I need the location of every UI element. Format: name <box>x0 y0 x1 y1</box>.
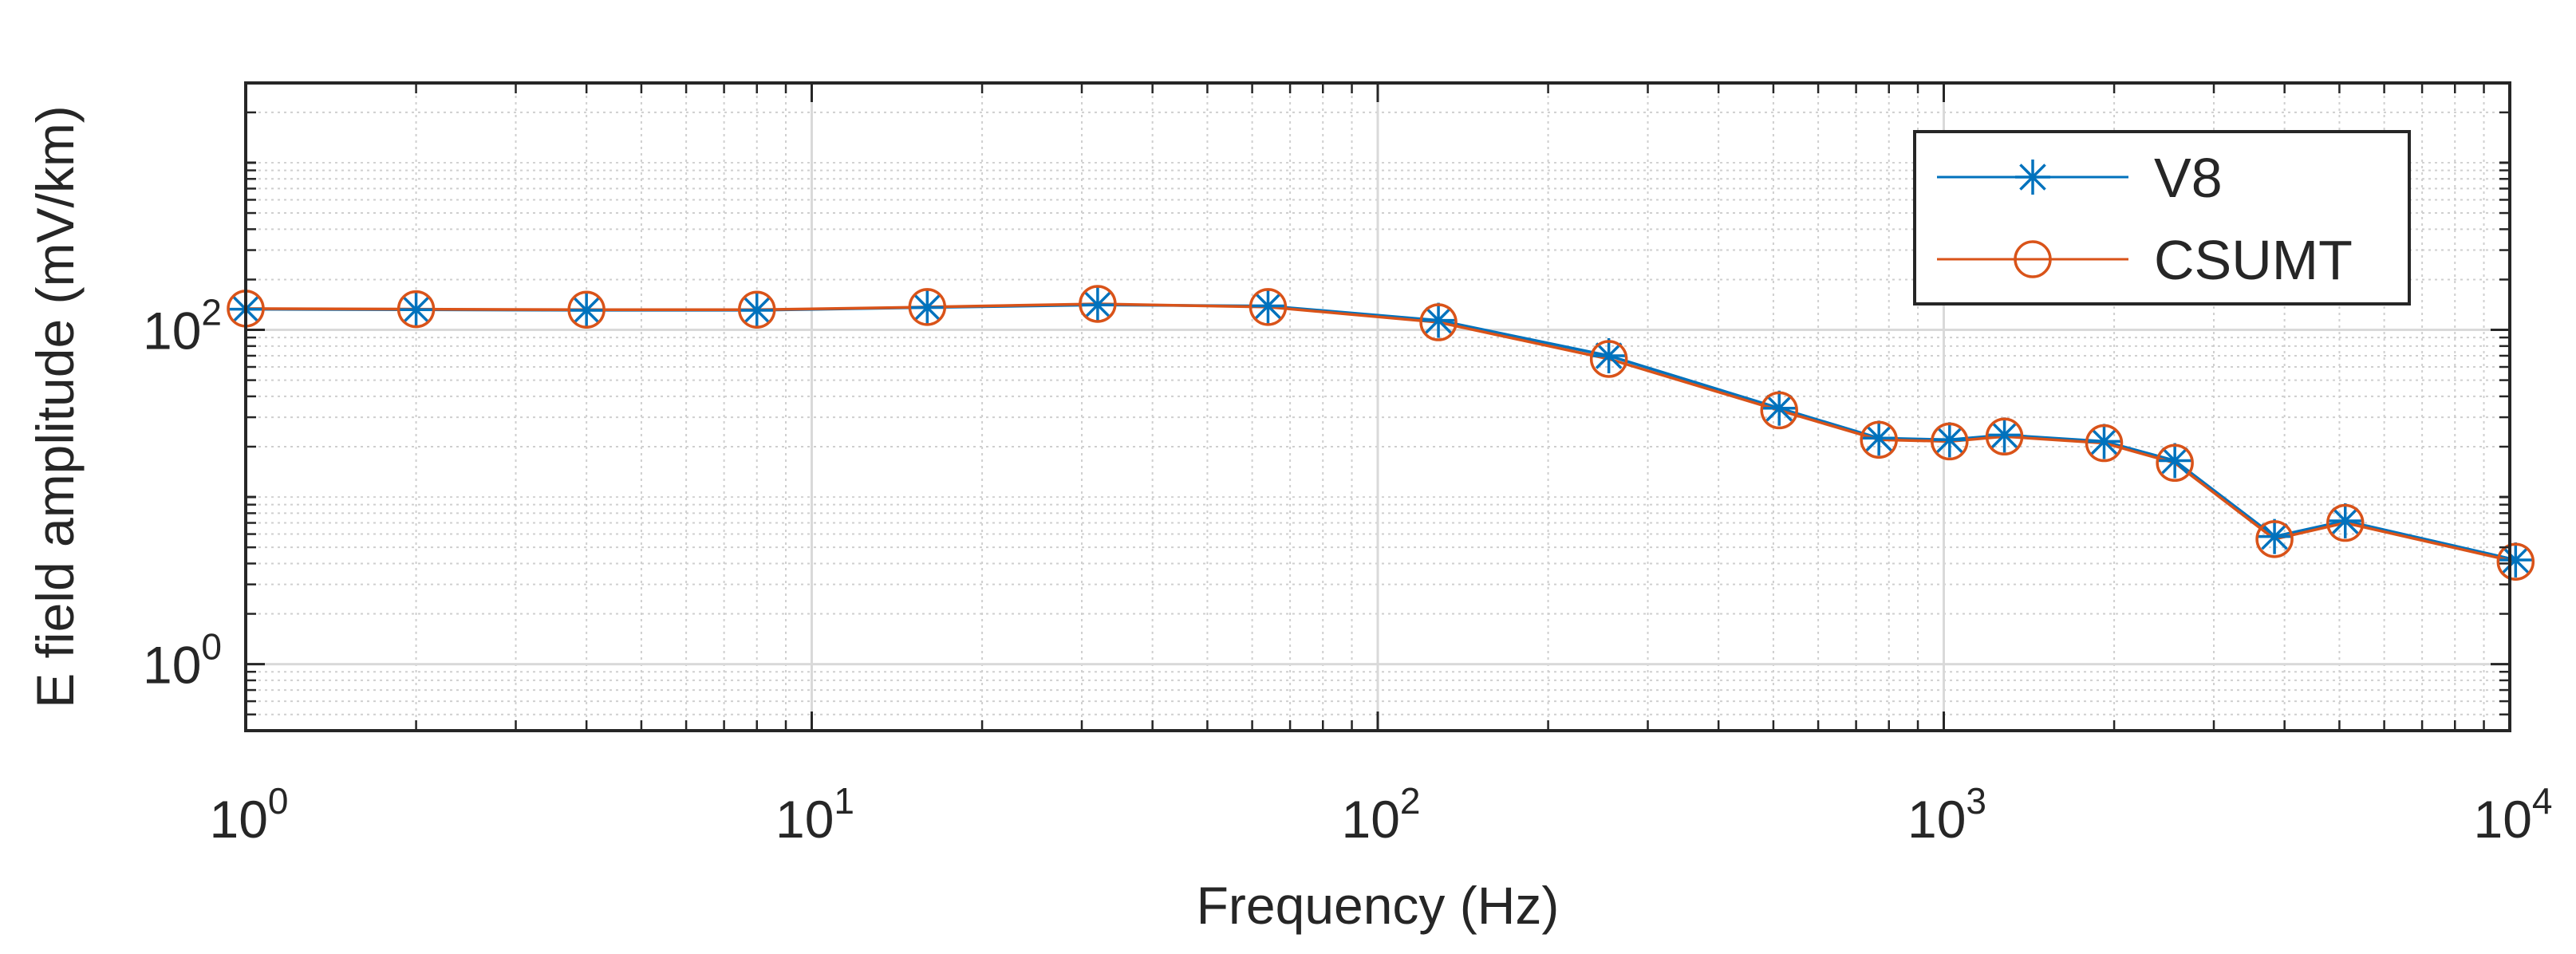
data-point-v8 <box>739 292 775 328</box>
data-point-v8-stroke <box>1865 424 1892 452</box>
data-point-csumt <box>908 288 947 326</box>
data-point-v8-stroke <box>2502 546 2530 574</box>
data-point-v8 <box>1250 288 1286 324</box>
data-point-v8 <box>1079 287 1115 323</box>
data-point-v8-stroke <box>1936 426 1963 454</box>
data-point-v8-stroke <box>1595 342 1623 369</box>
data-point-v8 <box>1421 302 1457 338</box>
legend-label-csumt: CSUMT <box>2154 229 2353 291</box>
data-point-v8 <box>909 290 945 325</box>
data-point-v8-stroke <box>2261 522 2288 550</box>
x-tick-label: 103 <box>1907 780 1986 849</box>
data-point-csumt <box>2255 520 2294 558</box>
data-point-v8-stroke <box>1425 306 1452 334</box>
data-point-csumt <box>1589 340 1628 378</box>
data-point-v8 <box>569 292 605 328</box>
data-point-v8-stroke <box>2090 428 2118 455</box>
data-point-v8-stroke <box>2331 507 2359 534</box>
series-lines <box>245 302 2516 563</box>
data-point-v8-stroke <box>402 296 430 324</box>
data-point-v8-stroke <box>1765 394 1793 422</box>
data-point-v8 <box>2498 542 2534 578</box>
legend-box <box>1913 130 2411 306</box>
data-point-v8 <box>1986 417 2022 453</box>
data-point-v8 <box>1861 420 1897 456</box>
data-point-csumt <box>1860 420 1898 459</box>
data-point-csumt <box>1079 285 1117 323</box>
data-point-v8 <box>398 292 434 328</box>
series-markers <box>227 285 2535 581</box>
y-tick-label: 102 <box>143 292 222 361</box>
data-point-csumt <box>567 290 606 329</box>
data-point-csumt <box>1760 391 1798 430</box>
data-point-v8 <box>2157 443 2193 479</box>
data-point-v8 <box>2327 503 2363 538</box>
legend-marker-csumt <box>2014 240 2052 278</box>
data-point-csumt <box>1985 417 2024 456</box>
data-point-csumt <box>2085 424 2124 463</box>
data-point-v8-stroke <box>1990 421 2018 449</box>
legend-asterisk-stroke <box>2019 164 2046 191</box>
data-point-csumt <box>2326 503 2365 542</box>
legend: V8 CSUMT <box>1913 130 2411 306</box>
series-line-csumt <box>245 302 2516 563</box>
data-point-csumt <box>396 290 436 329</box>
data-point-v8-stroke <box>1254 292 1282 320</box>
data-point-v8 <box>1761 390 1797 426</box>
x-tick-label: 102 <box>1341 780 1420 849</box>
data-point-v8 <box>2257 518 2293 554</box>
data-point-v8-stroke <box>913 294 941 321</box>
x-tick-label: 101 <box>775 780 854 849</box>
data-point-v8-stroke <box>743 297 771 324</box>
legend-marker-v8 <box>2015 160 2050 195</box>
data-point-v8 <box>2086 424 2122 459</box>
data-point-csumt <box>1931 422 1969 461</box>
data-point-csumt <box>1249 288 1288 326</box>
data-point-v8 <box>1931 422 1967 458</box>
minor-grid <box>246 82 2510 731</box>
y-tick-label: 100 <box>143 626 222 695</box>
data-point-csumt <box>737 290 776 329</box>
data-point-csumt <box>2496 542 2535 581</box>
legend-label-v8: V8 <box>2154 147 2223 209</box>
y-tick-labels: 100 102 <box>143 292 222 695</box>
data-point-csumt <box>1419 303 1458 341</box>
x-axis-label: Frequency (Hz) <box>1197 876 1560 935</box>
data-point-v8 <box>1591 337 1627 373</box>
data-point-csumt <box>2156 443 2194 483</box>
x-tick-label: 104 <box>2473 780 2552 849</box>
axis-ticks <box>244 81 2511 732</box>
data-point-v8-stroke <box>573 297 600 324</box>
data-point-v8-stroke <box>1084 291 1111 319</box>
x-tick-labels: 100 101 102 103 104 <box>209 780 2552 849</box>
y-axis-label: E field amplitude (mV/km) <box>26 105 85 708</box>
x-tick-label: 100 <box>209 780 288 849</box>
legend-asterisk <box>2015 160 2050 195</box>
data-point-v8-stroke <box>2161 447 2188 475</box>
